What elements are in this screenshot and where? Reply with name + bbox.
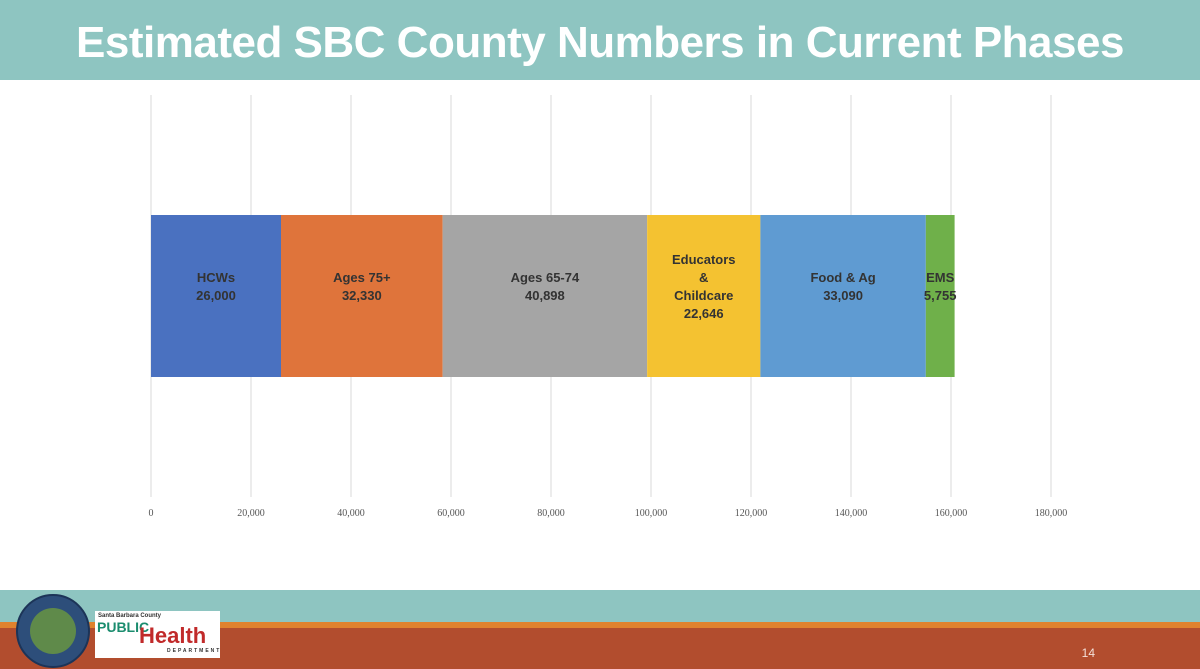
x-tick-label: 80,000 [537,508,565,519]
x-tick-label: 140,000 [835,508,868,519]
logo-health-text: Health [139,623,207,648]
category-label: & [699,270,708,285]
x-tick-label: 180,000 [1035,508,1068,519]
slide-title: Estimated SBC County Numbers in Current … [76,18,1124,67]
logo-county-text: Santa Barbara County [98,613,162,619]
bar-segment [442,215,648,377]
bar-segment [925,215,955,377]
category-label: Educators [672,252,736,267]
header-bar: Estimated SBC County Numbers in Current … [0,0,1200,80]
public-health-logo: Santa Barbara County PUBLIC Health DEPAR… [95,611,220,658]
data-label: 40,898 [525,288,565,303]
page-number: 14 [1081,646,1095,660]
category-label: Ages 75+ [333,270,391,285]
county-seal-logo [16,594,90,668]
bar-segment [281,215,443,377]
data-label: 26,000 [196,288,236,303]
data-label: 22,646 [684,306,724,321]
data-label: 32,330 [342,288,382,303]
x-tick-label: 0 [149,508,154,519]
category-label: Ages 65-74 [511,270,580,285]
logo-public-text: PUBLIC [97,619,150,635]
bar-segment [151,215,281,377]
category-label: Childcare [674,288,733,303]
data-label: 5,755 [924,288,957,303]
x-tick-label: 60,000 [437,508,465,519]
x-tick-label: 120,000 [735,508,768,519]
x-tick-label: 160,000 [935,508,968,519]
logo-dept-text: DEPARTMENT [167,648,222,654]
category-label: HCWs [197,270,235,285]
x-tick-label: 100,000 [635,508,668,519]
x-tick-label: 40,000 [337,508,365,519]
category-label: Food & Ag [810,270,875,285]
x-tick-label: 20,000 [237,508,265,519]
category-label: EMS [926,270,955,285]
stacked-bar-chart: 0 20,000 40,000 60,000 80,000 100,000 120,000 1… [149,95,1068,519]
data-label: 33,090 [823,288,863,303]
bar-segment [647,215,761,377]
bar-segment [760,215,926,377]
footer-orange-stripe [0,622,1200,628]
